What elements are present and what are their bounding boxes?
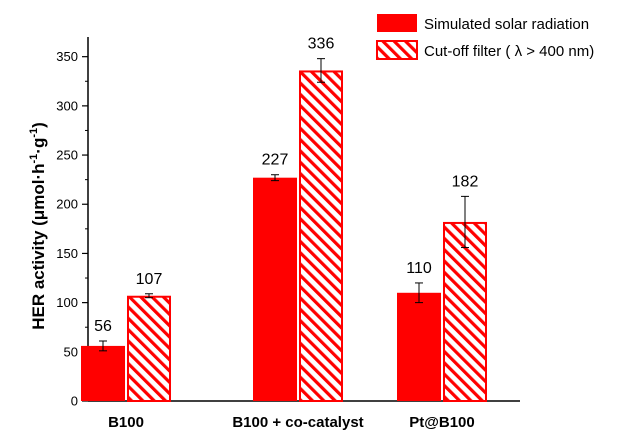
y-axis-title-mu: μ <box>29 210 48 220</box>
y-axis-title-close: ) <box>29 122 48 128</box>
data-label: 227 <box>262 152 289 169</box>
legend-label-solid: Simulated solar radiation <box>424 16 589 33</box>
legend-swatch-hatched <box>376 40 418 60</box>
bar-solid <box>81 345 125 401</box>
y-tick-label: 300 <box>56 98 78 113</box>
x-category-label: Pt@B100 <box>409 414 475 431</box>
legend: Simulated solar radiation Cut-off filter… <box>376 14 594 60</box>
y-axis-title-text: HER activity ( <box>29 220 48 330</box>
y-tick-label: 50 <box>64 344 78 359</box>
y-axis: 0 50 100 150 200 250 300 350 <box>56 37 89 409</box>
bar-hatched <box>127 295 171 402</box>
y-tick-label: 100 <box>56 295 78 310</box>
y-tick-label: 200 <box>56 197 78 212</box>
y-tick-label: 250 <box>56 148 78 163</box>
y-tick-label: 0 <box>71 394 78 409</box>
x-category-label: B100 + co-catalyst <box>232 414 363 431</box>
data-label: 182 <box>452 173 479 190</box>
y-axis-title-mid: ·g <box>29 138 48 154</box>
data-label: 336 <box>308 36 335 53</box>
data-label: 110 <box>406 260 432 277</box>
y-tick-label: 150 <box>56 246 78 261</box>
y-tick-label: 350 <box>56 49 78 64</box>
y-axis-title-sup2: -1 <box>28 128 40 138</box>
y-axis-title-unit: mol·h <box>29 164 48 210</box>
legend-label-hatched: Cut-off filter ( λ > 400 nm) <box>424 43 594 60</box>
category-labels: B100 B100 + co-catalyst Pt@B100 <box>108 414 475 431</box>
legend-swatch-solid <box>377 14 417 32</box>
bar-hatched <box>299 70 343 403</box>
data-label: 107 <box>136 271 163 288</box>
x-category-label: B100 <box>108 414 144 431</box>
bar-solid <box>397 292 441 401</box>
data-label: 56 <box>94 318 112 335</box>
bar-solid <box>253 177 297 401</box>
data-labels: 56 227 110 107 336 182 <box>94 36 478 335</box>
bars <box>81 58 487 403</box>
y-axis-title: HER activity (μmol·h-1·g-1) <box>28 122 48 330</box>
bar-hatched <box>443 221 487 402</box>
y-axis-title-sup1: -1 <box>28 154 40 164</box>
